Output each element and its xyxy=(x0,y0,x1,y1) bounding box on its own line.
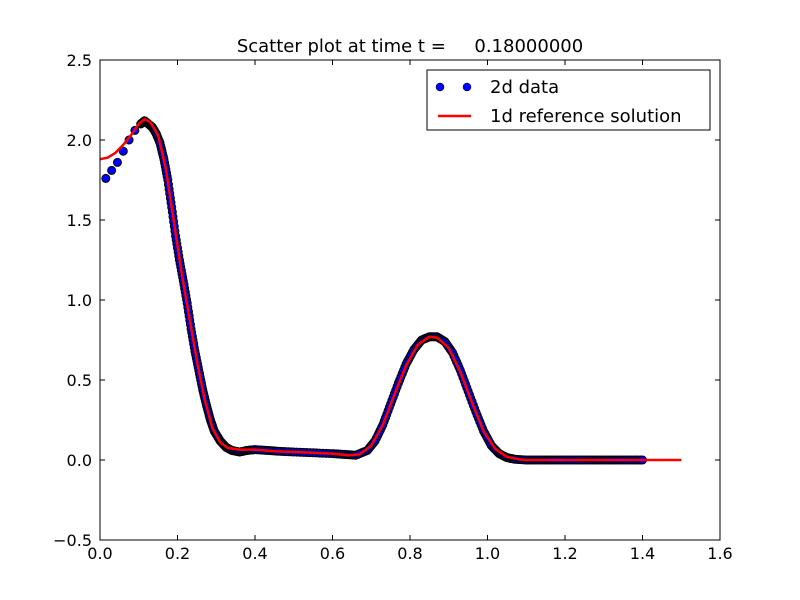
x-tick-label: 1.2 xyxy=(552,544,577,563)
y-tick-label: 0.5 xyxy=(67,371,92,390)
y-tick-label: 2.5 xyxy=(67,51,92,70)
x-tick-label: 0.2 xyxy=(165,544,190,563)
scatter-point-2d-data xyxy=(101,173,111,183)
scatter-point-2d-data xyxy=(107,165,117,175)
x-tick-label: 0.0 xyxy=(87,544,112,563)
legend-box xyxy=(426,69,711,131)
chart-title: Scatter plot at time t = 0.18000000 xyxy=(237,36,583,57)
legend-marker-2d-data-2 xyxy=(462,82,472,92)
y-tick-label: −0.5 xyxy=(53,531,92,550)
x-tick-label: 0.4 xyxy=(242,544,267,563)
axis-ticks: 0.0 0.2 0.4 0.6 0.8 1.0 1.2 1.4 1.6−0.50.00.51.0… xyxy=(53,51,733,563)
y-tick-label: 2.0 xyxy=(67,131,92,150)
plot-data xyxy=(99,116,682,465)
reference-solution-line xyxy=(99,117,682,462)
y-tick-label: 0.0 xyxy=(67,451,92,470)
scatter-point-2d-data xyxy=(112,157,122,167)
legend-marker-2d-data-1 xyxy=(435,82,445,92)
x-tick-label: 0.6 xyxy=(320,544,345,563)
y-tick-label: 1.0 xyxy=(67,291,92,310)
x-tick-label: 1.4 xyxy=(630,544,655,563)
x-tick-label: 0.8 xyxy=(397,544,422,563)
legend: 2d data 1d reference solution xyxy=(426,69,711,131)
legend-label-1d-reference: 1d reference solution xyxy=(490,106,682,127)
scatter-point-2d-data xyxy=(118,146,128,156)
y-tick-label: 1.5 xyxy=(67,211,92,230)
x-tick-label: 1.0 xyxy=(475,544,500,563)
legend-label-2d-data: 2d data xyxy=(490,77,559,98)
x-tick-label: 1.6 xyxy=(707,544,732,563)
